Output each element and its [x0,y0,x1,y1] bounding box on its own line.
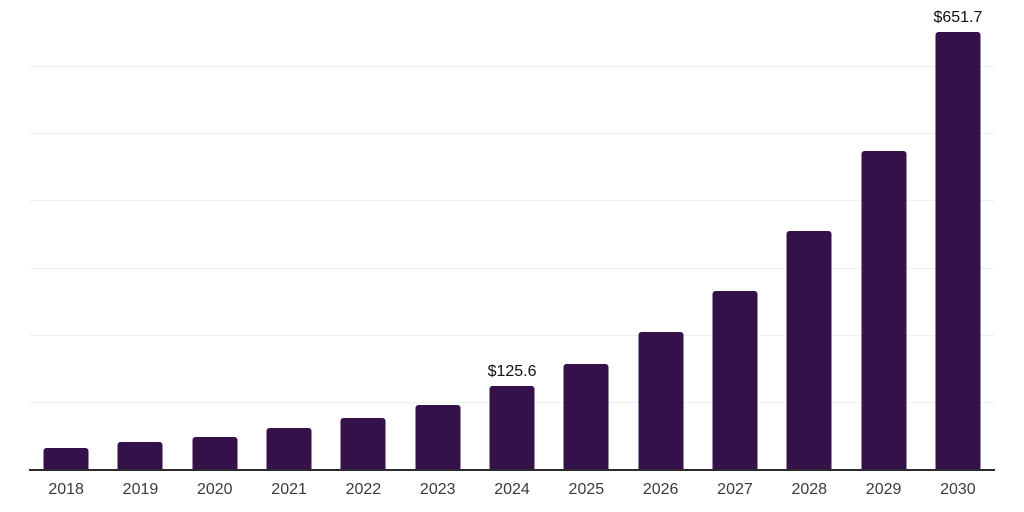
bar-2019 [117,442,163,470]
x-tick-2023: 2023 [419,481,456,498]
x-tick-2027: 2027 [717,481,753,498]
bar-value-label-2024: $125.6 [487,362,537,380]
bar-2023 [415,404,461,470]
bar-slot-2018 [29,0,103,470]
plot-area: $125.6 $651.7 [29,0,995,471]
bar-2022 [340,418,386,470]
bar-slot-2027 [698,0,772,470]
y-gridline-200 [29,334,995,336]
bar-slot-2028 [772,0,846,470]
bar-2024 [489,385,535,470]
bar-2025 [563,363,609,470]
bar-slot-2026 [624,0,698,470]
x-tick-2026: 2026 [642,481,679,498]
bar-2026 [638,332,684,470]
bar-slot-2029 [846,0,920,470]
bar-2030 [935,32,981,470]
x-tick-2029: 2029 [865,481,902,498]
x-tick-2028: 2028 [791,481,828,498]
x-tick-2020: 2020 [196,481,233,498]
bar-slot-2030: $651.7 [921,0,995,470]
bar-2029 [861,151,907,470]
x-axis-line [29,469,995,471]
x-tick-2021: 2021 [271,481,307,498]
bar-slot-2021 [252,0,326,470]
bar-2020 [192,436,238,470]
x-axis-ticks: 2018 2019 2020 2021 2022 2023 2024 2025 2026 2027… [29,482,995,498]
bar-slot-2024: $125.6 [475,0,549,470]
y-gridline-400 [29,200,995,202]
y-gridline-600 [29,66,995,68]
x-tick-2030: 2030 [940,481,976,498]
x-tick-2025: 2025 [568,481,605,498]
bar-2027 [712,290,758,470]
bar-slot-2020 [178,0,252,470]
y-gridline-500 [29,133,995,135]
bar-slot-2019 [103,0,177,470]
bar-slot-2023 [401,0,475,470]
x-tick-2022: 2022 [345,481,382,498]
bar-slot-2022 [326,0,400,470]
x-tick-2024: 2024 [494,481,530,498]
bars-container: $125.6 $651.7 [29,0,995,470]
bar-2021 [266,428,312,470]
x-tick-2019: 2019 [122,481,159,498]
y-gridline-300 [29,267,995,269]
bar-2028 [786,230,832,470]
bar-2018 [43,447,89,470]
bar-slot-2025 [549,0,623,470]
x-tick-2018: 2018 [48,481,84,498]
bar-value-label-2030: $651.7 [933,9,983,27]
